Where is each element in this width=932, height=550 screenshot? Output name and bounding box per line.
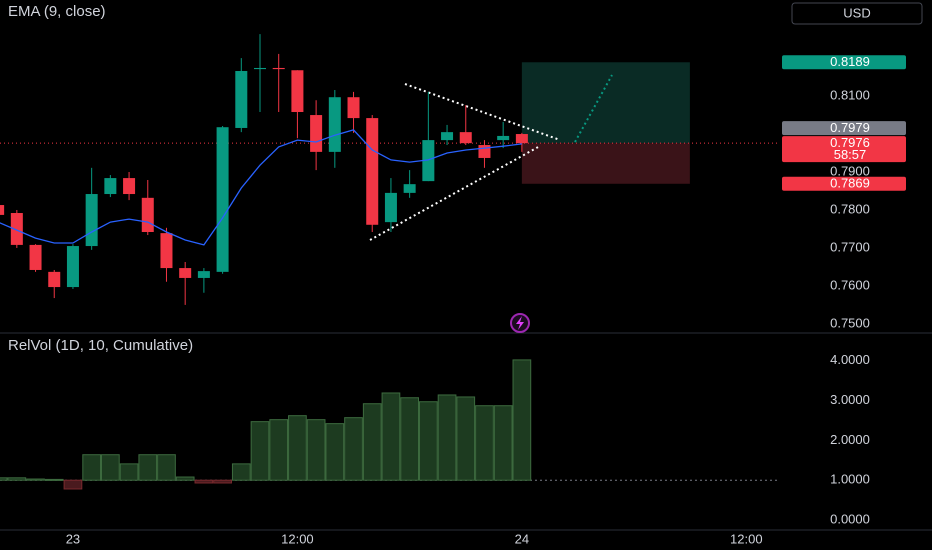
relvol-bar xyxy=(231,463,251,481)
candle-body xyxy=(0,205,5,215)
candle-body xyxy=(216,127,229,272)
candle-body xyxy=(197,271,210,278)
relvol-bar xyxy=(44,478,64,481)
candle-body xyxy=(403,184,416,193)
relvol-bar xyxy=(269,419,289,481)
relvol-bar xyxy=(418,401,438,481)
relvol-bar xyxy=(157,454,176,481)
price-label-box xyxy=(782,121,906,136)
candle-body xyxy=(441,132,454,141)
candle-body xyxy=(10,213,23,245)
candle-body xyxy=(85,194,98,247)
indicator-title: RelVol (1D, 10, Cumulative) xyxy=(8,337,193,354)
y-tick-label: 0.8100 xyxy=(830,88,870,103)
relvol-bar xyxy=(344,417,363,481)
indicator-title: EMA (9, close) xyxy=(8,3,106,20)
relvol-bar xyxy=(138,454,158,481)
price-label-box xyxy=(782,176,906,191)
relvol-bar xyxy=(194,479,214,484)
candle-body xyxy=(478,145,491,158)
currency-box[interactable] xyxy=(791,2,923,25)
alert-icon[interactable] xyxy=(510,313,530,333)
price-label: 0.7979 xyxy=(830,120,870,135)
candle-body xyxy=(272,67,285,70)
relvol-bar xyxy=(288,415,307,481)
y-tick-label: 3.0000 xyxy=(830,392,870,407)
candle-body xyxy=(123,178,136,195)
candle-body xyxy=(254,67,266,70)
relvol-bar xyxy=(437,394,457,481)
candle-body xyxy=(141,197,154,232)
y-tick-label: 1.0000 xyxy=(830,472,870,487)
relvol-bar xyxy=(381,392,401,481)
relvol-bar xyxy=(400,397,419,481)
relvol-bar xyxy=(7,477,27,481)
back-layer xyxy=(0,62,780,481)
price-label-box xyxy=(782,55,906,70)
candle-body xyxy=(515,134,528,144)
candle-body xyxy=(66,246,79,288)
relvol-bar xyxy=(493,405,513,481)
x-tick-label: 12:00 xyxy=(281,531,314,546)
relvol-bar xyxy=(82,454,102,481)
candle-body xyxy=(328,97,341,152)
price-label: 0.7869 xyxy=(830,176,870,191)
candle-body xyxy=(347,97,360,119)
candle-body xyxy=(104,178,117,195)
y-tick-label: 0.7700 xyxy=(830,239,870,254)
candle-body xyxy=(179,268,192,278)
candle-body xyxy=(459,132,472,144)
relvol-bar xyxy=(475,405,494,481)
relvol-bar xyxy=(175,476,195,481)
trendline xyxy=(369,145,541,241)
relvol-bar xyxy=(456,396,476,481)
y-tick-label: 0.0000 xyxy=(830,511,870,526)
candle-body xyxy=(48,271,61,288)
currency-button[interactable]: USD xyxy=(791,2,923,25)
y-tick-label: 0.7600 xyxy=(830,277,870,292)
y-tick-label: 0.7900 xyxy=(830,163,870,178)
relvol-bar xyxy=(63,479,83,490)
price-label-box xyxy=(782,136,906,163)
relvol-bar xyxy=(119,463,139,481)
relvol-bar xyxy=(325,423,345,481)
ema-line xyxy=(0,129,522,246)
x-tick-label: 23 xyxy=(66,531,80,546)
profit-zone xyxy=(521,62,690,144)
alert-bolt[interactable] xyxy=(516,316,524,330)
candle-body xyxy=(384,192,397,223)
candle-body xyxy=(291,70,304,113)
y-tick-label: 0.7500 xyxy=(830,315,870,330)
currency-label[interactable]: USD xyxy=(843,5,870,20)
candle-body xyxy=(235,71,248,128)
x-tick-label: 12:00 xyxy=(730,531,763,546)
relvol-bar xyxy=(26,478,45,481)
loss-zone xyxy=(521,143,690,184)
relvol-bar xyxy=(213,479,232,484)
price-label: 0.8189 xyxy=(830,54,870,69)
relvol-bar xyxy=(0,477,8,481)
candle-body xyxy=(497,135,510,141)
relvol-bar xyxy=(362,403,382,481)
price-label: 0.7976 xyxy=(830,135,870,150)
candle-body xyxy=(366,118,379,225)
y-tick-label: 4.0000 xyxy=(830,352,870,367)
candle-body xyxy=(29,244,42,270)
x-tick-label: 24 xyxy=(515,531,529,546)
y-tick-label: 0.7800 xyxy=(830,201,870,216)
relvol-bar xyxy=(250,421,270,481)
candle-body xyxy=(160,233,173,269)
relvol-bar xyxy=(512,359,532,481)
relvol-bar xyxy=(101,454,120,481)
relvol-bar xyxy=(306,419,326,481)
candle-body xyxy=(310,115,323,152)
countdown: 58:57 xyxy=(834,147,867,162)
candle-body xyxy=(422,140,435,182)
y-tick-label: 2.0000 xyxy=(830,432,870,447)
